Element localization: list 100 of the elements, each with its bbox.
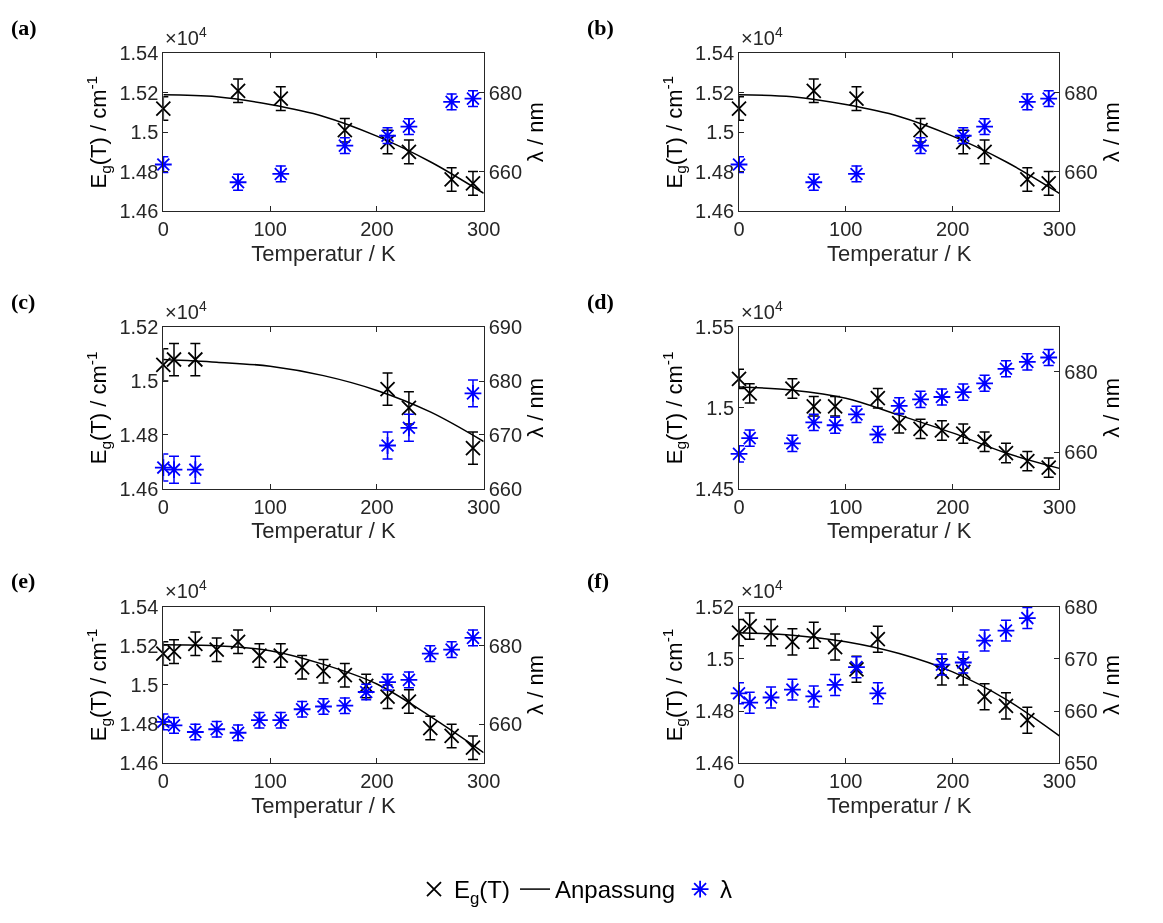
point — [976, 688, 993, 705]
point — [443, 728, 460, 744]
point — [336, 667, 353, 684]
x-tick-label: 300 — [1042, 218, 1077, 241]
chart-title: (b) — [587, 15, 614, 40]
y-tick-label: 1.46 — [695, 200, 735, 223]
chart-title: (e) — [11, 568, 36, 593]
x-tick-label: 200 — [935, 495, 970, 518]
y-tick-label: 1.52 — [119, 316, 159, 339]
y-tick-label: 1.54 — [119, 42, 159, 65]
point — [729, 444, 749, 464]
point — [186, 460, 205, 480]
y2-axis-title: λ / nm — [1098, 102, 1124, 163]
y-tick-label: 1.52 — [119, 81, 159, 104]
text: ×10$^{4}$ — [741, 24, 783, 50]
y-tick-label: 1.5 — [706, 396, 735, 419]
point — [379, 134, 396, 150]
y2-tick-label: 670 — [1064, 647, 1098, 670]
point — [422, 720, 439, 736]
y2-tick-label: 660 — [1064, 441, 1098, 464]
chart-title: (d) — [587, 289, 614, 314]
x-axis-title: Temperatur / K — [251, 518, 396, 544]
point — [272, 647, 289, 664]
point — [463, 89, 483, 108]
y-tick-label: 1.5 — [130, 370, 159, 393]
point — [976, 144, 993, 160]
x-tick-label: 200 — [935, 770, 970, 793]
y-tick-label: 1.46 — [119, 752, 159, 775]
point — [463, 384, 483, 403]
point — [272, 90, 289, 107]
point — [401, 399, 417, 416]
y2-tick-label: 680 — [1064, 360, 1098, 383]
point — [868, 425, 888, 444]
y-tick-label: 1.48 — [695, 160, 735, 183]
y-tick-label: 1.52 — [695, 595, 735, 618]
point — [379, 381, 396, 397]
x-axis-title: Temperatur / K — [827, 518, 972, 544]
y2-axis-title: λ / nm — [1098, 377, 1124, 438]
text: ×10$^{4}$ — [741, 298, 783, 324]
y-tick-label: 1.5 — [706, 647, 735, 670]
x-tick-label: 100 — [253, 495, 287, 518]
y2-tick-label: 670 — [488, 423, 523, 446]
legend-label: E$_{g}$(T) — [454, 876, 511, 908]
point — [998, 697, 1014, 714]
point — [187, 635, 204, 652]
point — [443, 171, 460, 188]
point — [294, 659, 311, 676]
point — [399, 418, 419, 438]
x-tick-label: 0 — [157, 495, 169, 518]
x-tick-label: 100 — [829, 495, 863, 518]
text: ×10$^{4}$ — [741, 577, 783, 603]
point — [401, 144, 417, 160]
y-tick-label: 1.55 — [695, 316, 735, 339]
point — [401, 693, 417, 710]
point — [804, 687, 824, 706]
legend-label: λ — [720, 876, 733, 904]
y-tick-label: 1.46 — [695, 752, 735, 775]
point — [465, 175, 481, 192]
y2-tick-label: 680 — [488, 81, 523, 104]
point — [1040, 175, 1057, 192]
point — [251, 647, 268, 664]
y2-tick-label: 680 — [488, 634, 523, 657]
x-tick-label: 0 — [733, 218, 745, 241]
y-tick-label: 1.46 — [119, 200, 159, 223]
point — [763, 624, 779, 641]
point — [335, 136, 355, 155]
point — [869, 631, 886, 648]
y2-tick-label: 660 — [1064, 700, 1098, 723]
y2-tick-label: 660 — [488, 713, 523, 736]
x-axis-title: Temperatur / K — [827, 793, 972, 819]
y-tick-label: 1.5 — [130, 121, 159, 144]
point — [155, 100, 172, 117]
x-axis-title: Temperatur / K — [827, 240, 972, 266]
y-tick-label: 1.48 — [119, 160, 159, 183]
y2-axis-title: λ / nm — [522, 102, 548, 163]
x-tick-label: 200 — [360, 770, 394, 793]
y-tick-label: 1.52 — [119, 634, 159, 657]
y-tick-label: 1.46 — [119, 477, 159, 500]
x-tick-label: 100 — [829, 218, 863, 241]
x-axis-title: Temperatur / K — [251, 793, 396, 819]
point — [729, 684, 749, 703]
y-tick-label: 1.45 — [695, 477, 735, 500]
y2-tick-label: 660 — [488, 160, 523, 183]
point — [166, 351, 182, 368]
y-tick-label: 1.48 — [119, 713, 159, 736]
y-tick-label: 1.54 — [695, 42, 735, 65]
point — [784, 633, 801, 650]
point — [166, 643, 182, 660]
y2-axis-title: λ / nm — [522, 377, 548, 438]
point — [1019, 171, 1036, 188]
point — [379, 688, 396, 705]
point — [208, 641, 225, 658]
y-tick-label: 1.48 — [695, 700, 735, 723]
point — [955, 134, 972, 150]
y2-tick-label: 680 — [1064, 595, 1098, 618]
point — [155, 356, 172, 373]
text: ×10$^{4}$ — [165, 298, 207, 324]
x-tick-label: 300 — [466, 770, 501, 793]
point — [399, 117, 419, 136]
point — [187, 351, 204, 368]
